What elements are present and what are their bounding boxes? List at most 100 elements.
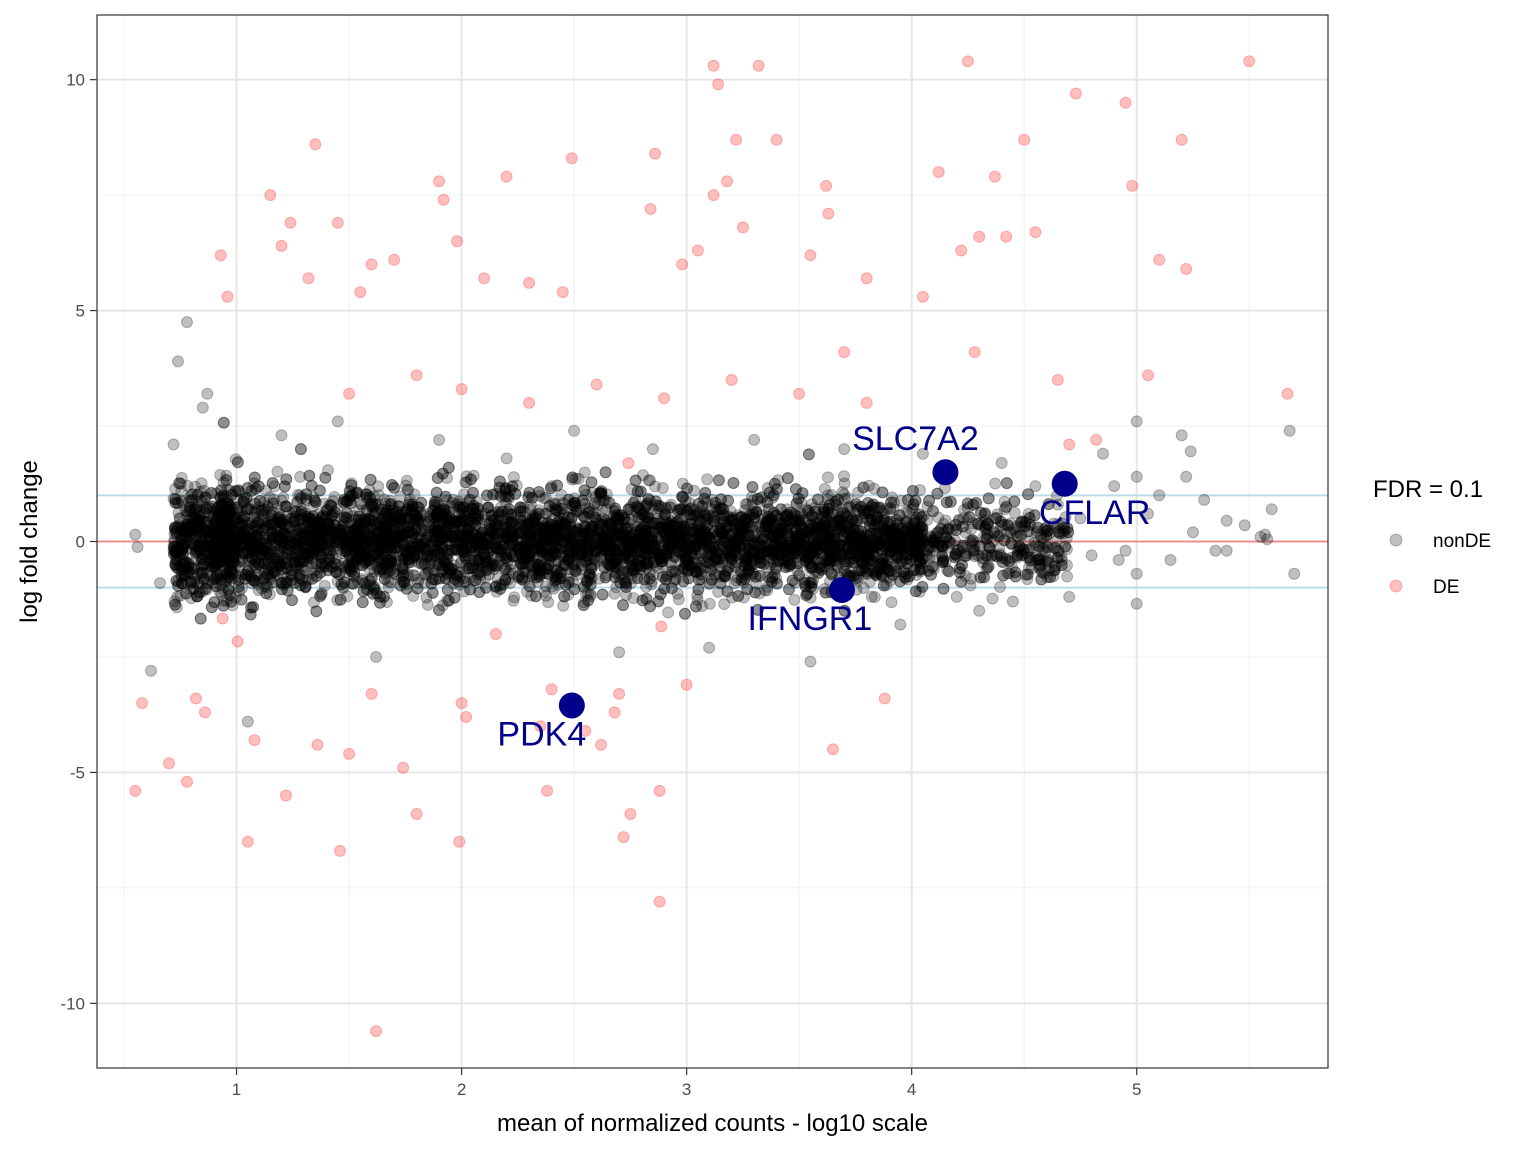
cloud-point-nonde [285,547,298,559]
cloud-point-nonde [185,592,198,605]
cloud-point-nonde [1030,527,1043,540]
cloud-point-nonde [620,524,633,537]
cloud-point-nonde [217,570,229,583]
cloud-point-nonde [1030,539,1043,552]
cloud-point-nonde [603,525,616,538]
cloud-point-nonde [804,523,817,536]
cloud-point-nonde [312,516,325,529]
cloud-point-nonde [799,523,812,536]
cloud-point-nonde [195,477,208,490]
cloud-point-nonde [250,530,263,543]
cloud-point-nonde [770,539,783,552]
cloud-point-nonde [925,531,938,544]
cloud-point-nonde [979,533,992,546]
cloud-point-nonde [539,507,552,520]
cloud-point-nonde [825,567,837,580]
cloud-point-nonde [262,542,275,555]
cloud-point-nonde [236,530,249,542]
cloud-point-nonde [753,540,766,553]
cloud-point-nonde [486,508,499,521]
cloud-point-nonde [256,582,268,595]
point-cloud [167,416,1075,648]
cloud-point-nonde [558,497,571,510]
cloud-point-nonde [736,570,749,583]
cloud-point-nonde [691,589,704,602]
cloud-point-nonde [1006,561,1018,574]
cloud-point-nonde [170,543,182,556]
cloud-point-nonde [519,565,532,578]
cloud-point-nonde [893,543,906,555]
cloud-point-nonde [818,482,831,495]
cloud-point-nonde [213,541,225,554]
cloud-point-nonde [747,524,760,537]
cloud-point-nonde [417,550,430,563]
cloud-point-nonde [576,547,588,560]
cloud-point-nonde [844,502,857,514]
cloud-point-nonde [483,568,496,581]
cloud-point-nonde [545,545,558,558]
cloud-point-nonde [739,498,752,511]
cloud-point-nonde [762,520,775,533]
cloud-point-nonde [262,531,275,544]
cloud-point-nonde [791,518,803,531]
cloud-point-nonde [651,513,664,525]
cloud-point-nonde [877,579,890,592]
cloud-point-nonde [222,522,235,535]
cloud-point-nonde [547,519,560,532]
cloud-point-nonde [837,506,849,519]
cloud-point-nonde [380,524,393,537]
cloud-point-nonde [1007,523,1020,536]
cloud-point-nonde [1057,527,1070,540]
cloud-point-nonde [177,556,190,569]
cloud-point-nonde [507,471,520,484]
cloud-point-nonde [315,560,328,573]
cloud-point-nonde [903,533,916,545]
cloud-point-nonde [429,526,442,539]
cloud-point-nonde [367,531,380,544]
cloud-point-nonde [474,556,487,569]
cloud-point-nonde [960,549,973,562]
cloud-point-nonde [816,540,829,553]
cloud-point-nonde [357,513,370,526]
cloud-point-nonde [389,526,402,539]
cloud-point-nonde [549,502,562,515]
cloud-point-nonde [809,565,822,578]
cloud-point-nonde [802,448,815,461]
cloud-point-nonde [229,591,242,604]
cloud-point-nonde [594,545,607,558]
cloud-point-nonde [490,542,503,555]
cloud-point-nonde [241,518,254,531]
cloud-point-nonde [190,500,203,513]
cloud-point-nonde [783,560,796,573]
cloud-point-nonde [405,555,418,568]
cloud-point-nonde [651,532,664,545]
cloud-point-nonde [433,572,446,585]
cloud-point-nonde [733,531,746,544]
cloud-point-nonde [682,564,694,577]
cloud-point-nonde [878,528,891,541]
cloud-point-nonde [730,556,743,569]
cloud-point-nonde [436,599,449,612]
cloud-point-nonde [819,510,832,523]
cloud-point-nonde [839,519,852,532]
cloud-point-nonde [222,511,235,524]
cloud-point-nonde [692,510,705,523]
cloud-point-nonde [300,510,313,522]
cloud-point-nonde [393,510,406,523]
cloud-point-nonde [774,522,787,535]
cloud-point-nonde [742,558,755,571]
cloud-point-nonde [230,517,243,530]
cloud-point-nonde [302,561,315,574]
cloud-point-nonde [502,573,515,586]
cloud-point-nonde [400,474,413,487]
cloud-point-nonde [542,596,555,609]
cloud-point-nonde [211,519,224,532]
cloud-point-nonde [300,528,313,541]
cloud-point-nonde [522,514,535,527]
cloud-point-nonde [1005,538,1018,551]
cloud-point-nonde [842,527,855,539]
cloud-point-nonde [925,540,938,553]
cloud-point-nonde [409,523,421,536]
cloud-point-nonde [794,544,807,557]
cloud-point-nonde [266,505,278,518]
